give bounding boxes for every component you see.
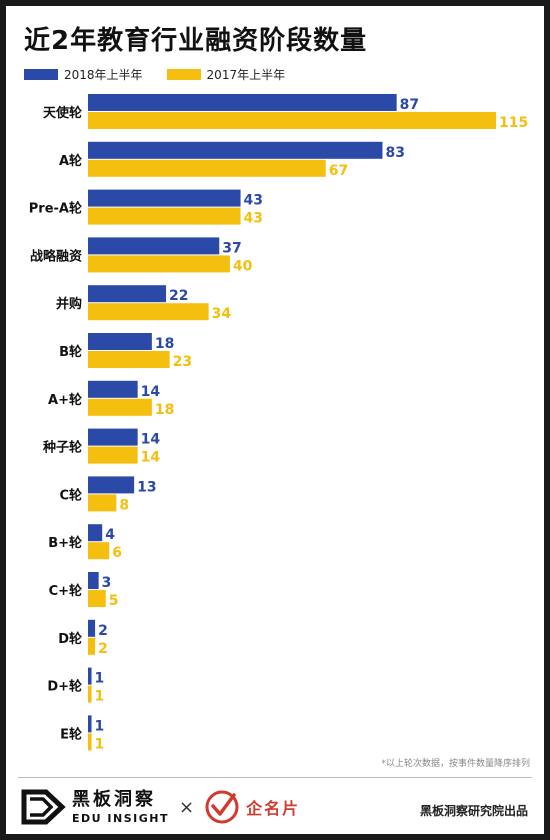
category-label: B轮 bbox=[59, 344, 82, 360]
brand-name-en: EDU INSIGHT bbox=[72, 811, 169, 825]
bar-2018 bbox=[88, 428, 138, 446]
bar-2017 bbox=[88, 494, 117, 512]
bar-2017 bbox=[88, 685, 92, 703]
data-label-2017: 18 bbox=[155, 402, 174, 418]
data-label-2017: 34 bbox=[212, 306, 232, 322]
brand-name-cn: 黑板洞察 bbox=[72, 788, 156, 810]
data-label-2018: 87 bbox=[400, 97, 419, 113]
bar-2018 bbox=[88, 572, 99, 589]
data-label-2018: 14 bbox=[141, 432, 161, 448]
footnote: *以上轮次数据，按事件数量降序排列 bbox=[381, 759, 530, 769]
category-label: 战略融资 bbox=[30, 248, 82, 264]
chart-card: 近2年教育行业融资阶段数量 2018年上半年 2017年上半年 天使轮 87 115… bbox=[6, 6, 544, 834]
data-label-2018: 3 bbox=[102, 575, 112, 591]
bar-2018 bbox=[88, 285, 167, 303]
data-label-2018: 14 bbox=[141, 384, 161, 400]
data-label-2018: 83 bbox=[385, 145, 404, 161]
bar-2018 bbox=[88, 667, 92, 685]
category-label: D轮 bbox=[58, 631, 82, 647]
category-label: E轮 bbox=[60, 726, 82, 742]
bar-2018 bbox=[88, 333, 152, 350]
data-label-2017: 40 bbox=[233, 258, 253, 274]
legend-swatch-2018 bbox=[24, 69, 58, 80]
data-label-2017: 8 bbox=[119, 497, 129, 513]
cross-symbol: × bbox=[178, 796, 195, 818]
bar-2017 bbox=[88, 303, 209, 321]
legend-label-2018: 2018年上半年 bbox=[64, 68, 143, 82]
bar-2018 bbox=[88, 94, 397, 111]
data-label-2018: 18 bbox=[155, 336, 174, 352]
legend-item-2018: 2018年上半年 bbox=[24, 66, 143, 83]
category-label: Pre-A轮 bbox=[29, 201, 82, 217]
bar-2017 bbox=[88, 159, 326, 177]
category-label: C+轮 bbox=[49, 583, 82, 599]
category-label: B+轮 bbox=[48, 535, 82, 551]
category-label: 种子轮 bbox=[42, 440, 82, 456]
data-label-2017: 5 bbox=[109, 593, 119, 609]
data-label-2018: 1 bbox=[95, 671, 105, 687]
bar-2017 bbox=[88, 446, 138, 464]
bar-2017 bbox=[88, 590, 106, 607]
bar-2018 bbox=[88, 619, 96, 637]
data-label-2017: 67 bbox=[329, 163, 348, 179]
bar-2017 bbox=[88, 542, 110, 560]
bar-2017 bbox=[88, 398, 152, 416]
bar-2017 bbox=[88, 207, 241, 225]
partner-name: 企名片 bbox=[246, 799, 301, 818]
bar-2018 bbox=[88, 141, 383, 159]
credit-text: 黑板洞察研究院出品 bbox=[419, 804, 528, 818]
bar-2018 bbox=[88, 380, 138, 398]
bar-2017 bbox=[88, 351, 170, 368]
edu-insight-logo-icon bbox=[21, 789, 66, 825]
footer-divider bbox=[18, 777, 532, 778]
category-label: D+轮 bbox=[47, 679, 82, 695]
category-label: A+轮 bbox=[48, 392, 82, 408]
data-label-2018: 1 bbox=[95, 718, 105, 734]
bar-2017 bbox=[88, 733, 92, 751]
data-label-2018: 4 bbox=[105, 527, 115, 543]
legend-label-2017: 2017年上半年 bbox=[206, 68, 286, 82]
data-label-2018: 13 bbox=[137, 479, 156, 495]
data-label-2017: 1 bbox=[95, 689, 105, 705]
qimingpian-checkmark-icon bbox=[205, 790, 239, 824]
brand-block: 黑板洞察 EDU INSIGHT × 企名片 bbox=[20, 788, 300, 826]
category-label: C轮 bbox=[59, 487, 82, 503]
category-label: 并购 bbox=[56, 296, 82, 312]
bar-2018 bbox=[88, 476, 135, 494]
data-label-2017: 115 bbox=[499, 115, 528, 131]
bar-2018 bbox=[88, 715, 92, 733]
bar-2018 bbox=[88, 524, 103, 542]
bar-2018 bbox=[88, 237, 220, 255]
data-label-2017: 2 bbox=[98, 641, 108, 657]
bar-2017 bbox=[88, 255, 230, 273]
data-label-2017: 1 bbox=[95, 736, 105, 752]
bar-2017 bbox=[88, 112, 496, 129]
legend-item-2017: 2017年上半年 bbox=[166, 66, 286, 83]
data-label-2017: 6 bbox=[112, 545, 122, 561]
data-label-2017: 14 bbox=[141, 450, 161, 466]
category-label: 天使轮 bbox=[43, 105, 82, 121]
chart-title: 近2年教育行业融资阶段数量 bbox=[24, 26, 368, 56]
legend-swatch-2017 bbox=[166, 69, 201, 80]
bar-2018 bbox=[88, 189, 241, 207]
brand-text: 黑板洞察 EDU INSIGHT bbox=[72, 788, 169, 825]
data-label-2018: 37 bbox=[222, 240, 241, 256]
data-label-2018: 22 bbox=[169, 288, 188, 304]
bar-chart: 天使轮87115A轮8367Pre-A轮4343战略融资3740并购2234B轮… bbox=[29, 94, 528, 752]
data-label-2017: 23 bbox=[173, 354, 192, 370]
bar-2017 bbox=[88, 637, 96, 655]
category-label: A轮 bbox=[59, 153, 82, 169]
data-label-2017: 43 bbox=[244, 211, 263, 227]
data-label-2018: 2 bbox=[98, 623, 108, 639]
legend: 2018年上半年 2017年上半年 bbox=[24, 66, 309, 83]
data-label-2018: 43 bbox=[244, 193, 263, 209]
